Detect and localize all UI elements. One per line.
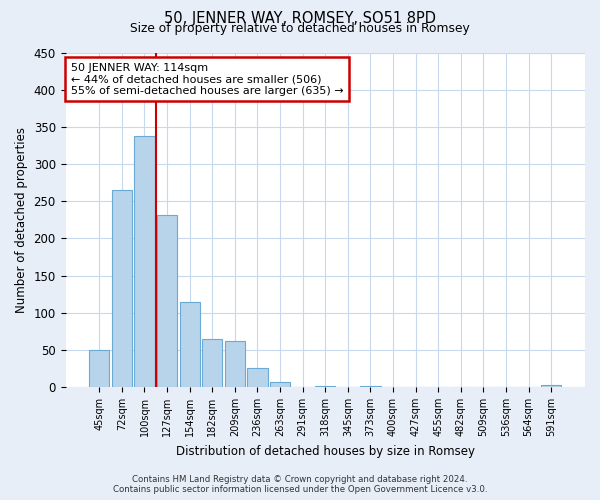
Bar [202, 338, 223, 387]
X-axis label: Distribution of detached houses by size in Romsey: Distribution of detached houses by size … [176, 444, 475, 458]
Bar [541, 385, 562, 387]
Bar [225, 341, 245, 387]
Bar [315, 386, 335, 387]
Bar [360, 386, 380, 387]
Text: Size of property relative to detached houses in Romsey: Size of property relative to detached ho… [130, 22, 470, 35]
Bar [157, 214, 177, 387]
Bar [270, 382, 290, 387]
Bar [247, 368, 268, 387]
Text: 50 JENNER WAY: 114sqm
← 44% of detached houses are smaller (506)
55% of semi-det: 50 JENNER WAY: 114sqm ← 44% of detached … [71, 62, 343, 96]
Bar [112, 190, 132, 387]
Text: 50, JENNER WAY, ROMSEY, SO51 8PD: 50, JENNER WAY, ROMSEY, SO51 8PD [164, 11, 436, 26]
Bar [134, 136, 155, 387]
Text: Contains HM Land Registry data © Crown copyright and database right 2024.
Contai: Contains HM Land Registry data © Crown c… [113, 474, 487, 494]
Bar [179, 302, 200, 387]
Y-axis label: Number of detached properties: Number of detached properties [15, 127, 28, 313]
Bar [89, 350, 109, 387]
